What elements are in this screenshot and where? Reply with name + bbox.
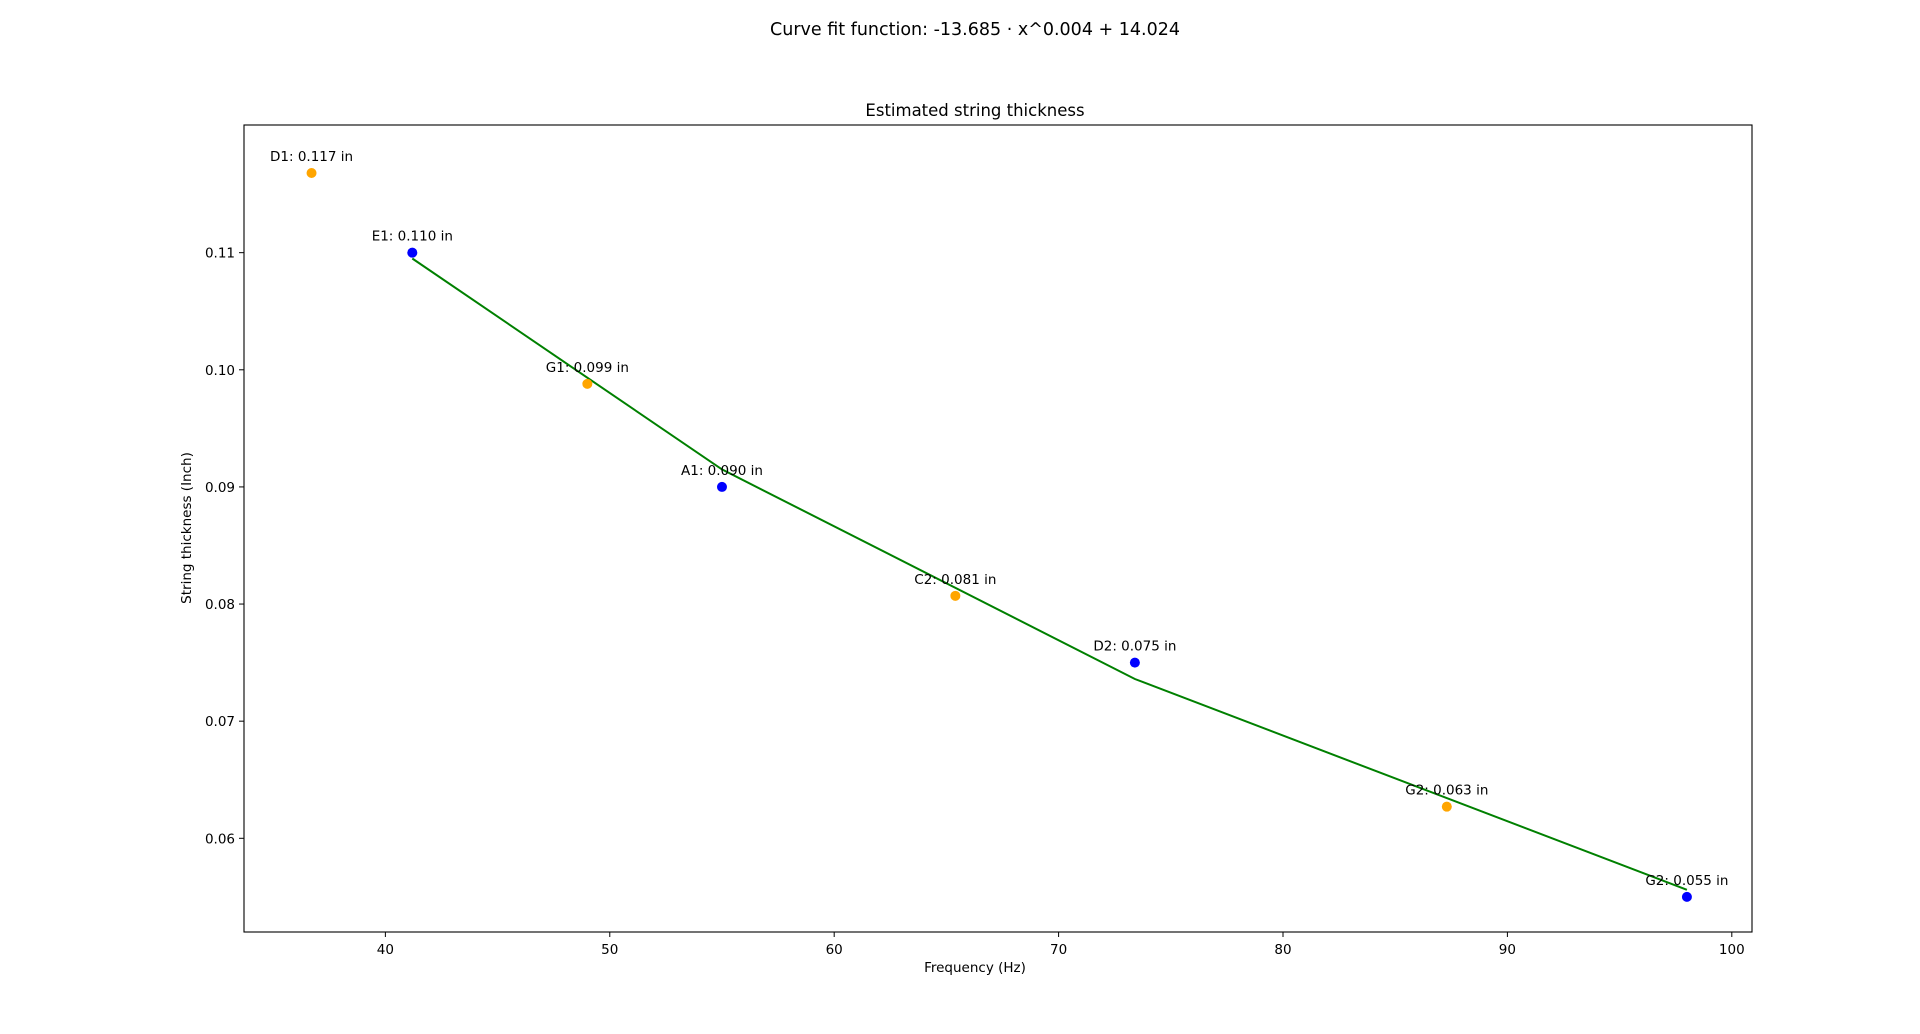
data-point-label: G2: 0.063 in: [1405, 783, 1488, 799]
y-tick-label: 0.07: [205, 714, 235, 730]
figure-suptitle: Curve fit function: -13.685 · x^0.004 + …: [770, 20, 1180, 40]
x-tick-label: 70: [1050, 942, 1067, 958]
chart-title: Estimated string thickness: [865, 101, 1084, 120]
data-point: [306, 168, 317, 179]
data-point-label: D1: 0.117 in: [270, 149, 353, 165]
x-tick-label: 80: [1274, 942, 1291, 958]
y-axis-label: String thickness (Inch): [179, 452, 195, 604]
y-tick-label: 0.06: [205, 831, 235, 847]
data-point-label: E1: 0.110 in: [372, 229, 453, 245]
plot-area: 40 50 60 70 80 90 100 0.06 0.07 0.08 0.09 0.10 0.11 D…: [205, 124, 1753, 958]
data-point: [1681, 891, 1692, 902]
x-tick-label: 90: [1499, 942, 1516, 958]
data-point: [407, 247, 418, 258]
x-tick-label: 40: [377, 942, 394, 958]
data-point-label: A1: 0.090 in: [681, 463, 763, 479]
y-tick-label: 0.11: [205, 246, 235, 262]
x-tick-label: 50: [601, 942, 618, 958]
x-axis-label: Frequency (Hz): [924, 960, 1026, 976]
data-point-label: G1: 0.099 in: [546, 360, 629, 376]
data-point: [1441, 801, 1452, 812]
y-tick-label: 0.08: [205, 597, 235, 613]
axes-frame: [243, 124, 1753, 933]
data-point: [1129, 657, 1140, 668]
data-point-label: C2: 0.081 in: [914, 572, 996, 588]
data-point: [716, 481, 727, 492]
x-tick-label: 100: [1719, 942, 1745, 958]
data-point-label: D2: 0.075 in: [1093, 639, 1176, 655]
y-tick-label: 0.09: [205, 480, 235, 496]
y-tick-label: 0.10: [205, 363, 235, 379]
x-tick-label: 60: [826, 942, 843, 958]
data-point: [950, 590, 961, 601]
fit-line: [411, 257, 1688, 891]
data-point: [582, 378, 593, 389]
data-point-label: G2: 0.055 in: [1645, 873, 1728, 889]
